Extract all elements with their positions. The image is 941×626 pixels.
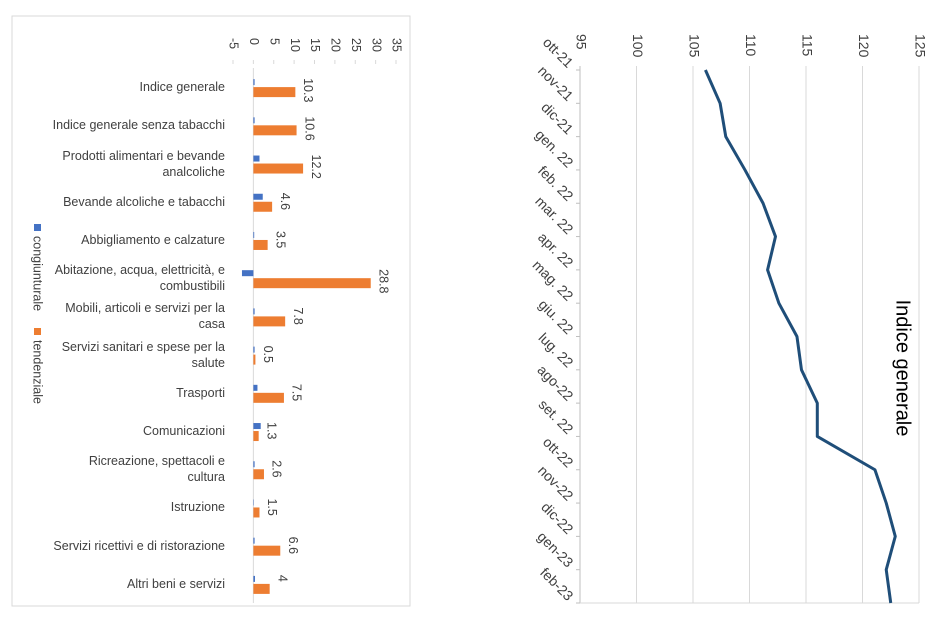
data-label: 0.5: [261, 346, 275, 363]
bar: [253, 583, 270, 594]
bar: [253, 87, 296, 98]
chart-title: Indice generale: [892, 300, 914, 437]
bar: [253, 431, 259, 442]
bar: [253, 423, 261, 430]
bar: [253, 346, 255, 353]
bar: [253, 354, 256, 365]
category-label: Comunicazioni: [143, 424, 225, 439]
data-label: 4: [275, 575, 289, 582]
bar: [253, 278, 371, 289]
category-label: Ricreazione, spettacoli e cultura: [88, 454, 225, 485]
x-tick-label: 0: [247, 38, 261, 45]
category-label: Bevande alcoliche e tabacchi: [63, 194, 225, 209]
y-tick-label: 125: [912, 34, 928, 58]
x-tick-label: 25: [349, 38, 363, 52]
x-tick-label: mar. 22: [532, 193, 576, 237]
x-tick-label: nov-22: [535, 462, 577, 504]
y-tick-label: 105: [686, 34, 702, 58]
x-tick-label: giu. 22: [536, 296, 577, 337]
line-series: [704, 69, 897, 604]
legend-label: tendenziale: [31, 340, 45, 404]
x-tick-label: gen-23: [534, 528, 576, 570]
bar: [253, 155, 260, 162]
x-tick-label: 10: [288, 38, 302, 52]
bar: [241, 270, 254, 277]
x-tick-label: 20: [329, 38, 343, 52]
bar: [253, 461, 255, 468]
bar: [253, 239, 268, 250]
bar: [253, 193, 263, 200]
left-chart-frame: [11, 15, 411, 607]
x-tick-label: -5: [227, 38, 241, 49]
data-label: 6.6: [286, 537, 300, 554]
legend-swatch: [34, 224, 41, 231]
category-label: Trasporti: [176, 385, 225, 400]
x-tick-label: 30: [369, 38, 383, 52]
x-tick-label: 15: [308, 38, 322, 52]
category-label: Servizi ricettivi e di ristorazione: [53, 538, 225, 553]
y-tick-label: 110: [743, 34, 759, 57]
x-tick-label: ago-22: [534, 362, 576, 404]
x-tick-label: set. 22: [536, 396, 577, 437]
data-label: 10.3: [301, 78, 315, 102]
data-label: 2.6: [270, 460, 284, 477]
bar: [253, 316, 286, 327]
data-label: 4.6: [278, 193, 292, 210]
x-tick-label: feb-23: [537, 564, 577, 604]
x-tick-label: 35: [390, 38, 404, 52]
legend-swatch: [34, 328, 41, 335]
category-label: Indice generale: [139, 80, 225, 95]
category-label: Abitazione, acqua, elettricità, e combus…: [54, 263, 225, 294]
data-label: 28.8: [376, 269, 390, 293]
bar: [253, 79, 255, 86]
data-label: 3.5: [273, 231, 287, 248]
data-label: 1.5: [265, 498, 279, 515]
data-label: 7.5: [290, 384, 304, 401]
bar: [253, 117, 255, 124]
bar: [253, 125, 297, 136]
y-tick-label: 95: [573, 34, 589, 50]
y-tick-label: 115: [799, 34, 815, 57]
bar: [253, 537, 255, 544]
category-label: Prodotti alimentari e bevande analcolich…: [62, 148, 225, 179]
bar: [253, 392, 284, 403]
x-tick-label: 5: [267, 38, 281, 45]
category-label: Indice generale senza tabacchi: [52, 118, 225, 133]
category-label: Altri beni e servizi: [127, 576, 225, 591]
bar: [253, 507, 260, 518]
bar: [253, 201, 273, 212]
category-label: Mobili, articoli e servizi per la casa: [65, 301, 225, 332]
bar: [253, 163, 304, 174]
category-label: Istruzione: [170, 500, 225, 515]
y-tick-label: 100: [630, 34, 646, 58]
data-label: 12.2: [309, 155, 323, 179]
bar: [253, 575, 256, 582]
bar: [253, 231, 255, 238]
bar: [253, 545, 281, 556]
bar: [253, 308, 255, 315]
data-label: 7.8: [291, 307, 305, 324]
bar: [253, 469, 264, 480]
data-label: 10.6: [302, 116, 316, 140]
category-label: Abbigliamento e calzature: [81, 232, 225, 247]
category-label: Servizi sanitari e spese per la salute: [61, 339, 225, 370]
x-tick-label: nov-21: [535, 62, 577, 104]
y-tick-label: 120: [856, 34, 872, 58]
data-label: 1.3: [264, 422, 278, 439]
x-tick-label: gen. 22: [532, 126, 576, 170]
legend-label: congiunturale: [31, 236, 45, 311]
bar: [253, 384, 258, 391]
